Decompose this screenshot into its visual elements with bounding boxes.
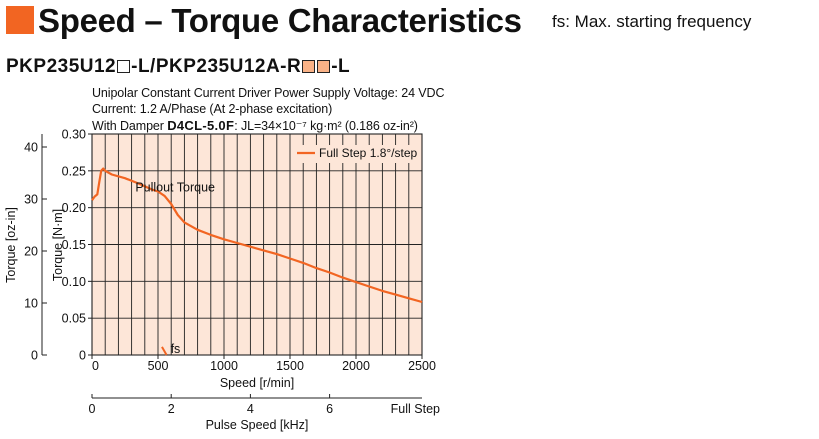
y2-tick-label: 0 <box>31 349 38 363</box>
y2-tick-label: 10 <box>24 297 38 311</box>
model-part2: -L/PKP235U12A-R <box>131 56 302 77</box>
x2-tick-label: 6 <box>326 402 333 416</box>
legend-background <box>293 145 421 163</box>
x2-tick-label: 4 <box>247 402 254 416</box>
condition-suffix: : JL=34×10⁻⁷ kg·m² (0.186 oz-in²) <box>234 119 418 133</box>
header-accent-square <box>6 6 34 34</box>
x-axis-title: Speed [r/min] <box>220 376 294 390</box>
condition-prefix: With Damper <box>92 119 168 133</box>
x-tick-label: 500 <box>148 359 169 373</box>
x2-axis-title: Pulse Speed [kHz] <box>206 418 309 432</box>
page-title: Speed – Torque Characteristics <box>38 2 522 39</box>
x-tick-label: 2500 <box>408 359 436 373</box>
legend-label: Full Step 1.8°/step <box>319 146 418 160</box>
model-number: PKP235U12 -L/PKP235U12A-R -L <box>6 56 350 78</box>
series-line-full-step <box>91 167 423 304</box>
y-tick-label: 0.10 <box>62 275 86 289</box>
fs-note: fs: Max. starting frequency <box>552 12 752 31</box>
model-placeholder-box-filled <box>302 60 316 73</box>
y-tick-label: 0.25 <box>62 164 86 178</box>
y-tick-label: 0.15 <box>62 238 86 252</box>
x-tick-label: 1500 <box>276 359 304 373</box>
x-tick-label: 1000 <box>210 359 238 373</box>
y2-tick-label: 30 <box>24 193 38 207</box>
x-tick-label: 2000 <box>342 359 370 373</box>
condition-line-1: Unipolar Constant Current Driver Power S… <box>92 86 445 100</box>
model-placeholder-box-filled <box>317 60 331 73</box>
fs-marker-line <box>161 346 168 356</box>
y-tick-label: 0.30 <box>62 128 86 142</box>
pullout-torque-label: Pullout Torque <box>135 180 215 194</box>
y2-tick-label: 20 <box>24 245 38 259</box>
fs-label: fs <box>171 342 181 356</box>
x2-tick-label: 0 <box>89 402 96 416</box>
condition-line-2: Current: 1.2 A/Phase (At 2-phase excitat… <box>92 102 333 116</box>
x-tick-label: 0 <box>92 359 99 373</box>
y-tick-label: 0 <box>79 349 86 363</box>
y-tick-label: 0.20 <box>62 201 86 215</box>
y-axis-title: Torque [N·m] <box>51 209 65 281</box>
x2-tick-label: 2 <box>168 402 175 416</box>
model-part1: PKP235U12 <box>6 56 117 77</box>
y2-axis-title: Torque [oz-in] <box>4 207 18 283</box>
damper-model: D4CL-5.0F <box>167 118 235 133</box>
condition-line-3: With Damper D4CL-5.0F: JL=34×10⁻⁷ kg·m² … <box>92 118 418 133</box>
model-part3: -L <box>331 56 351 77</box>
y-tick-label: 0.05 <box>62 312 86 326</box>
model-placeholder-box <box>117 60 131 73</box>
y2-tick-label: 40 <box>24 141 38 155</box>
x2-tick-label: Full Step <box>391 402 440 416</box>
